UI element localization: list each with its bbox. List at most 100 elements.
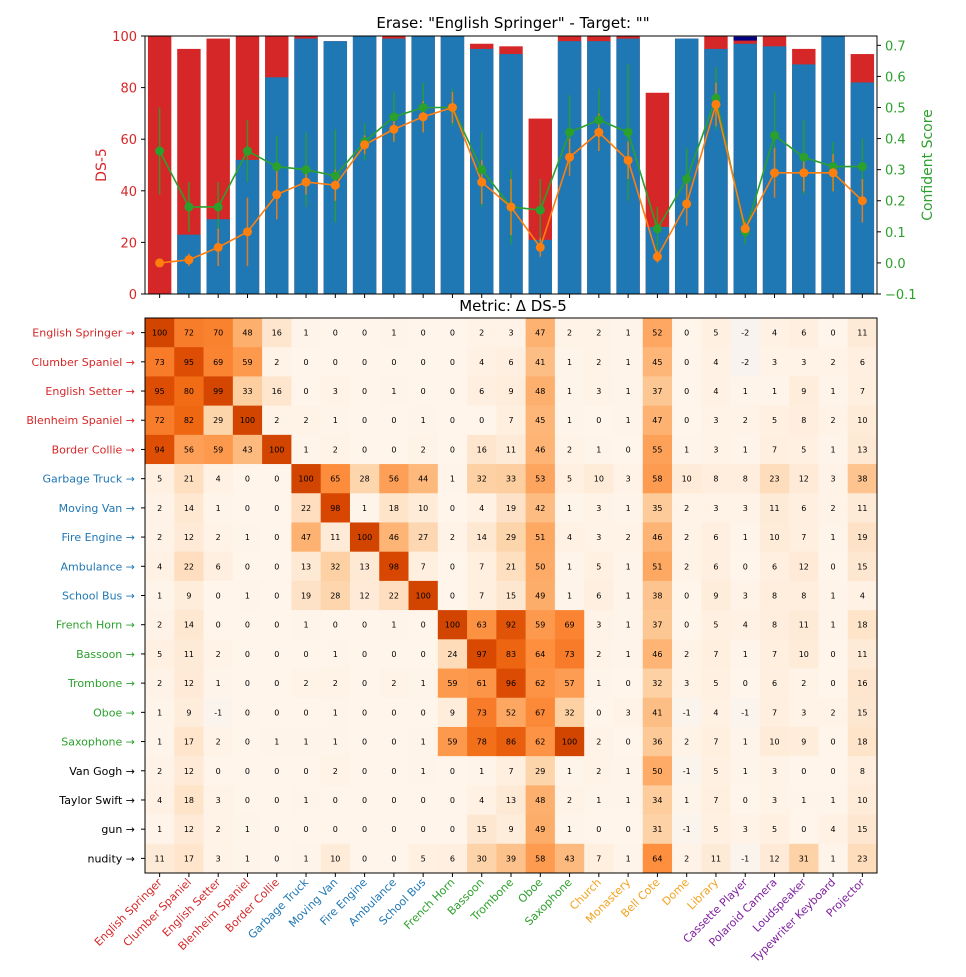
heatmap-cell-value: 2 [157, 679, 162, 688]
heatmap-cell [642, 814, 673, 845]
heatmap-cell-value: 2 [684, 854, 689, 863]
heatmap-cell-value: 2 [567, 445, 572, 454]
heatmap-cell [584, 405, 614, 436]
heatmap-cell [203, 347, 234, 377]
heatmap-cell-value: 0 [684, 387, 689, 396]
heatmap-cell-value: 1 [626, 650, 631, 659]
heatmap-cell [847, 464, 878, 494]
y-axis-label: DS-5 [94, 148, 110, 182]
heatmap-cell-value: 11 [506, 445, 516, 454]
heatmap-cell [525, 464, 556, 494]
heatmap-cell [701, 785, 731, 815]
heatmap-cell [408, 464, 439, 494]
heatmap-cell-value: 1 [626, 358, 631, 367]
heatmap-cell-value: 1 [684, 445, 689, 454]
heatmap-cell [174, 756, 204, 786]
heatmap-cell-value: 6 [772, 679, 777, 688]
heatmap-cell [701, 580, 731, 611]
heatmap-cell-value: 56 [184, 445, 194, 454]
row-label: Trombone → [67, 677, 135, 690]
heatmap-cell [584, 434, 614, 465]
heatmap-cell [525, 610, 556, 640]
heatmap-cell-value: 0 [274, 854, 279, 863]
heatmap-cell [262, 610, 292, 640]
heatmap-cell-value: 18 [857, 621, 867, 630]
heatmap-cell-value: 2 [596, 767, 601, 776]
heatmap-cell-value: 0 [303, 358, 308, 367]
heatmap-cell [642, 522, 673, 552]
heatmap-cell-value: 0 [274, 592, 279, 601]
heatmap-cell-value: 1 [567, 504, 572, 513]
heatmap-cell [320, 843, 351, 874]
heatmap-cell [672, 668, 702, 699]
heatmap-cell [467, 493, 497, 523]
green-point [477, 165, 487, 175]
heatmap-cell-value: 0 [626, 825, 631, 834]
heatmap-cell [525, 668, 556, 699]
heatmap-cell [467, 376, 497, 406]
heatmap-cell [408, 785, 439, 815]
heatmap-cell-value: 3 [772, 358, 777, 367]
heatmap-cell [554, 580, 585, 611]
heatmap-cell-value: 0 [245, 504, 250, 513]
y-tick-label: 60 [120, 133, 137, 148]
heatmap-cell [203, 639, 234, 669]
heatmap-cell [730, 639, 761, 669]
green-point [535, 205, 545, 215]
heatmap-cell-value: 0 [801, 825, 806, 834]
heatmap-cell [525, 376, 556, 406]
heatmap-cell-value: 6 [479, 387, 484, 396]
heatmap-cell-value: 56 [389, 475, 399, 484]
heatmap-cell-value: 0 [831, 679, 836, 688]
bar-navy [733, 36, 757, 41]
heatmap-cell-value: 1 [391, 387, 396, 396]
heatmap-cell-value: 2 [684, 504, 689, 513]
heatmap-cell-value: 33 [242, 387, 252, 396]
heatmap-cell-value: 0 [596, 708, 601, 717]
green-point [828, 162, 838, 172]
heatmap-cell-value: 29 [213, 416, 223, 425]
heatmap-cell-value: 13 [360, 562, 370, 571]
heatmap-cell-value: 3 [772, 796, 777, 805]
heatmap-cell-value: 10 [799, 650, 809, 659]
heatmap-cell [701, 347, 731, 377]
heatmap-cell [232, 347, 263, 377]
y2-tick-label: 0.3 [885, 164, 906, 179]
heatmap-cell-value: 100 [416, 592, 431, 601]
heatmap-cell-value: 0 [684, 621, 689, 630]
heatmap-cell [759, 726, 790, 757]
heatmap-cell-value: 100 [357, 533, 372, 542]
heatmap-cell [145, 814, 175, 845]
heatmap-cell-value: 2 [684, 562, 689, 571]
heatmap-cell-value: 1 [303, 621, 308, 630]
heatmap-cell-value: 37 [652, 621, 662, 630]
heatmap-cell-value: 12 [184, 825, 194, 834]
heatmap-cell [174, 726, 204, 757]
heatmap-cell-value: 0 [626, 445, 631, 454]
heatmap-cell-value: 2 [596, 738, 601, 747]
heatmap-cell [349, 434, 380, 465]
heatmap-cell [730, 697, 761, 728]
heatmap-cell-value: 19 [506, 504, 516, 513]
heatmap-cell [203, 668, 234, 699]
heatmap-cell [437, 697, 468, 728]
heatmap-cell [320, 347, 351, 377]
heatmap-cell [789, 610, 819, 640]
heatmap-cell-value: 6 [801, 504, 806, 513]
heatmap-cell-value: 0 [362, 416, 367, 425]
heatmap-cell [789, 697, 819, 728]
heatmap-cell [291, 434, 321, 465]
heatmap-cell-value: 48 [242, 329, 252, 338]
heatmap-cell [437, 756, 468, 786]
heatmap-cell-value: 5 [713, 825, 718, 834]
heatmap-cell-value: 1 [626, 767, 631, 776]
heatmap-cell-value: 11 [857, 329, 867, 338]
heatmap-cell [672, 434, 702, 465]
orange-point [447, 102, 457, 112]
heatmap-cell-value: 1 [333, 416, 338, 425]
heatmap-cell-value: 18 [857, 738, 867, 747]
green-point [594, 115, 604, 125]
heatmap-cell-value: 7 [479, 562, 484, 571]
green-point [711, 93, 721, 103]
heatmap-cell [730, 726, 761, 757]
